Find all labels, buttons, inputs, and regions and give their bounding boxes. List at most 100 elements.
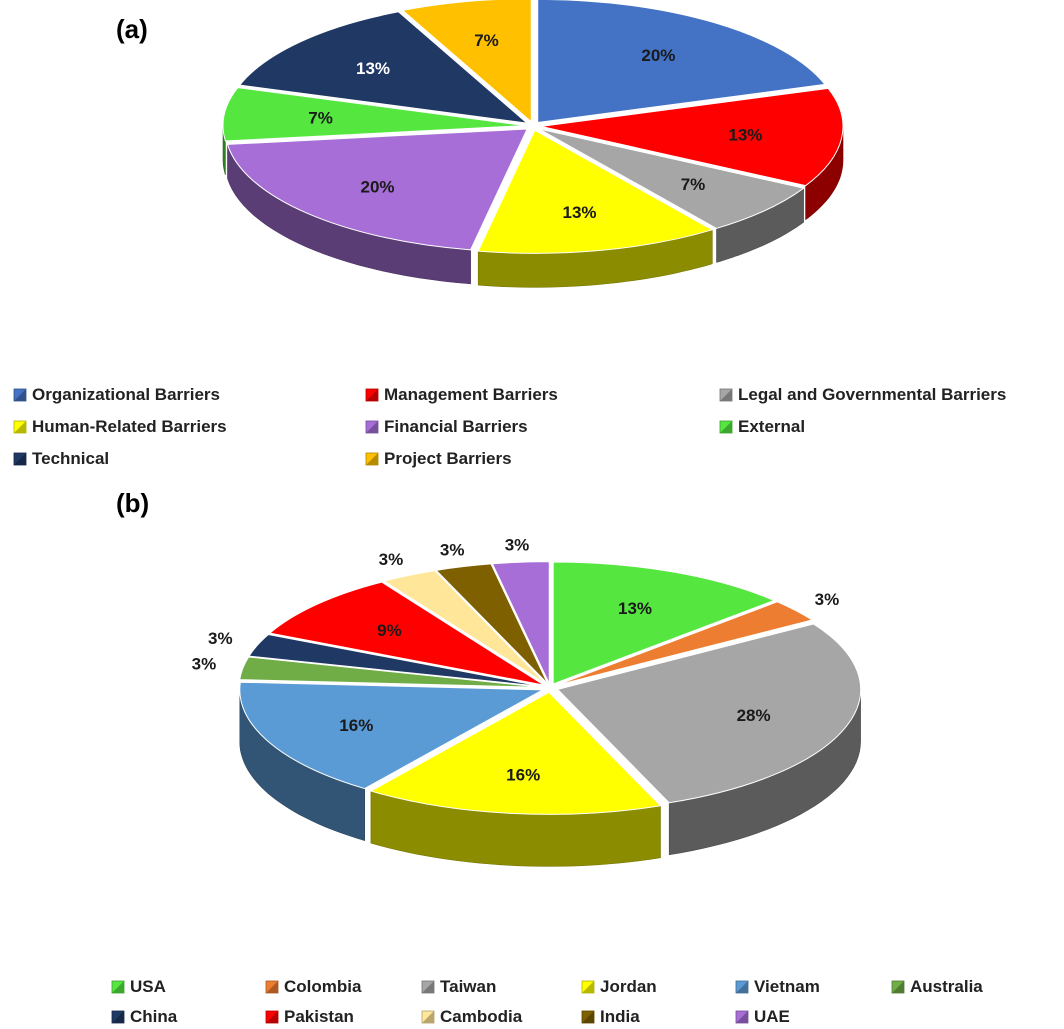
legend-label-legal-and-governmental-barriers: Legal and Governmental Barriers — [738, 385, 1006, 404]
data-label-pakistan: 9% — [377, 621, 402, 640]
data-label-uae: 3% — [505, 535, 530, 554]
legend-label-vietnam: Vietnam — [754, 977, 820, 996]
legend-swatch-shade-technical — [14, 453, 26, 465]
data-label-taiwan: 28% — [737, 706, 771, 725]
slice-financial-barriers — [226, 128, 528, 251]
data-label-china: 3% — [208, 629, 233, 648]
slice-management-barriers — [540, 87, 844, 187]
legend-swatch-shade-india — [582, 1011, 594, 1023]
pie-chart-b: 13% 3% 28% 16% 16% 3% 3% 9% 3% 3% 3% — [192, 535, 862, 867]
pie-chart-a: 20% 13% 7% 13% 20% 7% 13% 7% — [222, 0, 844, 288]
legend-swatch-shade-uae — [736, 1011, 748, 1023]
legend-item-technical: Technical — [13, 449, 109, 468]
slice-australia — [239, 656, 543, 688]
slice-external — [222, 87, 526, 142]
legend-label-india: India — [600, 1007, 640, 1026]
slice-technical — [238, 11, 529, 124]
legend-swatch-shade-taiwan — [422, 981, 434, 993]
legend-swatch-shade-australia — [892, 981, 904, 993]
data-label-financial-barriers: 20% — [360, 177, 394, 196]
legend-item-colombia: Colombia — [265, 977, 362, 996]
slice-usa — [552, 561, 776, 685]
legend-swatch-shade-colombia — [266, 981, 278, 993]
data-label-australia: 3% — [192, 655, 217, 674]
legend-swatch-shade-china — [112, 1011, 124, 1023]
data-label-organizational-barriers: 20% — [641, 46, 675, 65]
slice-taiwan — [556, 623, 862, 804]
legend-a: Organizational Barriers Management Barrie… — [13, 385, 1006, 468]
slice-organizational-barriers — [537, 0, 826, 124]
legend-label-management-barriers: Management Barriers — [384, 385, 558, 404]
legend-label-uae: UAE — [754, 1007, 790, 1026]
legend-item-financial-barriers: Financial Barriers — [365, 417, 528, 436]
legend-swatch-shade-human-related-barriers — [14, 421, 26, 433]
slice-india — [435, 563, 549, 685]
legend-label-technical: Technical — [32, 449, 109, 468]
slice-cambodia — [382, 570, 547, 685]
legend-label-project-barriers: Project Barriers — [384, 449, 512, 468]
legend-label-usa: USA — [130, 977, 166, 996]
legend-swatch-shade-management-barriers — [366, 389, 378, 401]
legend-label-china: China — [130, 1007, 178, 1026]
legend-item-uae: UAE — [735, 1007, 790, 1026]
legend-label-colombia: Colombia — [284, 977, 362, 996]
legend-item-human-related-barriers: Human-Related Barriers — [13, 417, 227, 436]
legend-item-cambodia: Cambodia — [421, 1007, 523, 1026]
legend-item-legal-and-governmental-barriers: Legal and Governmental Barriers — [719, 385, 1006, 404]
legend-item-china: China — [111, 1007, 178, 1026]
legend-swatch-shade-cambodia — [422, 1011, 434, 1023]
legend-swatch-shade-vietnam — [736, 981, 748, 993]
legend-swatch-shade-legal-and-governmental-barriers — [720, 389, 732, 401]
legend-item-pakistan: Pakistan — [265, 1007, 354, 1026]
legend-item-organizational-barriers: Organizational Barriers — [13, 385, 220, 404]
data-label-usa: 13% — [618, 599, 652, 618]
legend-item-management-barriers: Management Barriers — [365, 385, 558, 404]
data-label-legal-and-governmental-barriers: 7% — [681, 175, 706, 194]
data-label-cambodia: 3% — [379, 550, 404, 569]
data-label-jordan: 16% — [506, 766, 540, 785]
legend-item-australia: Australia — [891, 977, 983, 996]
legend-item-usa: USA — [111, 977, 166, 996]
legend-label-pakistan: Pakistan — [284, 1007, 354, 1026]
legend-item-taiwan: Taiwan — [421, 977, 496, 996]
legend-item-vietnam: Vietnam — [735, 977, 820, 996]
legend-label-jordan: Jordan — [600, 977, 657, 996]
slice-pakistan — [268, 581, 545, 686]
legend-label-human-related-barriers: Human-Related Barriers — [32, 417, 227, 436]
data-label-external: 7% — [308, 109, 333, 128]
panel-b-label: (b) — [116, 488, 149, 518]
legend-b: USA Colombia Taiwan Jordan Vietnam Australia C… — [111, 977, 983, 1026]
legend-label-taiwan: Taiwan — [440, 977, 496, 996]
legend-swatch-shade-financial-barriers — [366, 421, 378, 433]
legend-swatch-shade-project-barriers — [366, 453, 378, 465]
legend-item-external: External — [719, 417, 805, 436]
legend-item-india: India — [581, 1007, 640, 1026]
legend-swatch-shade-external — [720, 421, 732, 433]
data-label-management-barriers: 13% — [728, 125, 762, 144]
legend-label-cambodia: Cambodia — [440, 1007, 523, 1026]
slice-vietnam — [239, 681, 545, 790]
slice-human-related-barriers — [477, 129, 714, 254]
slice-china — [248, 634, 543, 688]
panel-a-label: (a) — [116, 14, 148, 44]
data-label-technical: 13% — [356, 59, 390, 78]
legend-label-australia: Australia — [910, 977, 983, 996]
slice-project-barriers — [401, 0, 532, 123]
legend-swatch-shade-jordan — [582, 981, 594, 993]
data-label-vietnam: 16% — [339, 716, 373, 735]
data-label-human-related-barriers: 13% — [562, 203, 596, 222]
slice-colombia — [556, 601, 814, 686]
legend-item-jordan: Jordan — [581, 977, 657, 996]
legend-swatch-shade-pakistan — [266, 1011, 278, 1023]
legend-label-external: External — [738, 417, 805, 436]
legend-item-project-barriers: Project Barriers — [365, 449, 512, 468]
data-label-colombia: 3% — [815, 590, 840, 609]
slice-uae — [491, 561, 550, 684]
legend-label-organizational-barriers: Organizational Barriers — [32, 385, 220, 404]
legend-swatch-shade-organizational-barriers — [14, 389, 26, 401]
data-label-project-barriers: 7% — [474, 31, 499, 50]
slice-jordan — [369, 691, 662, 815]
legend-label-financial-barriers: Financial Barriers — [384, 417, 528, 436]
legend-swatch-shade-usa — [112, 981, 124, 993]
